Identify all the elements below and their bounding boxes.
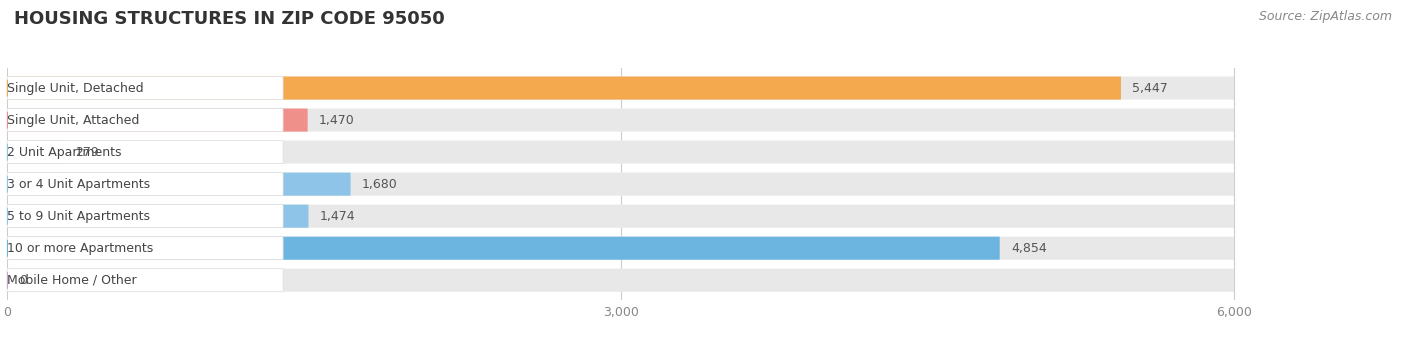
FancyBboxPatch shape [7, 205, 283, 228]
Text: 5,447: 5,447 [1132, 81, 1168, 94]
Text: 1,680: 1,680 [361, 178, 398, 191]
Text: Single Unit, Attached: Single Unit, Attached [7, 114, 139, 127]
FancyBboxPatch shape [7, 205, 308, 228]
FancyBboxPatch shape [7, 108, 1234, 132]
Text: 10 or more Apartments: 10 or more Apartments [7, 242, 153, 255]
FancyBboxPatch shape [7, 108, 308, 132]
FancyBboxPatch shape [7, 237, 283, 260]
FancyBboxPatch shape [7, 173, 283, 196]
Text: 4,854: 4,854 [1011, 242, 1046, 255]
Text: 2 Unit Apartments: 2 Unit Apartments [7, 146, 122, 159]
FancyBboxPatch shape [7, 140, 1234, 164]
FancyBboxPatch shape [7, 237, 1000, 260]
Text: Single Unit, Detached: Single Unit, Detached [7, 81, 143, 94]
Text: 279: 279 [76, 146, 98, 159]
Text: HOUSING STRUCTURES IN ZIP CODE 95050: HOUSING STRUCTURES IN ZIP CODE 95050 [14, 10, 444, 28]
Text: Mobile Home / Other: Mobile Home / Other [7, 274, 136, 287]
Text: Source: ZipAtlas.com: Source: ZipAtlas.com [1258, 10, 1392, 23]
FancyBboxPatch shape [7, 76, 283, 100]
FancyBboxPatch shape [7, 205, 1234, 228]
FancyBboxPatch shape [7, 269, 283, 292]
FancyBboxPatch shape [7, 140, 283, 164]
FancyBboxPatch shape [7, 108, 283, 132]
Text: 1,470: 1,470 [319, 114, 354, 127]
FancyBboxPatch shape [7, 173, 350, 196]
FancyBboxPatch shape [7, 269, 1234, 292]
FancyBboxPatch shape [7, 76, 1121, 100]
FancyBboxPatch shape [7, 140, 65, 164]
Text: 3 or 4 Unit Apartments: 3 or 4 Unit Apartments [7, 178, 150, 191]
Text: 0: 0 [20, 274, 27, 287]
FancyBboxPatch shape [7, 237, 1234, 260]
Text: 1,474: 1,474 [319, 210, 356, 223]
FancyBboxPatch shape [7, 173, 1234, 196]
FancyBboxPatch shape [7, 76, 1234, 100]
Text: 5 to 9 Unit Apartments: 5 to 9 Unit Apartments [7, 210, 150, 223]
